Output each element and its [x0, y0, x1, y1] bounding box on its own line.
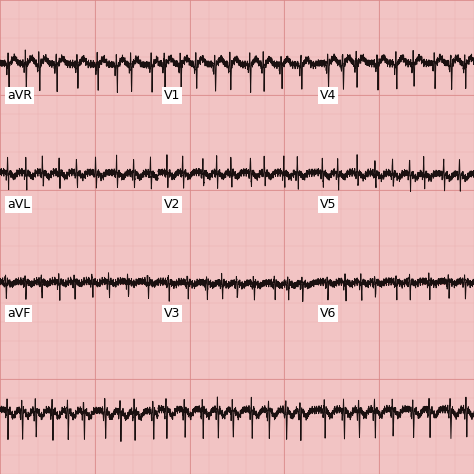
Text: aVR: aVR	[7, 89, 32, 101]
Text: V5: V5	[320, 198, 337, 210]
Text: V4: V4	[320, 89, 337, 101]
Text: V2: V2	[164, 198, 180, 210]
Text: aVL: aVL	[7, 198, 30, 210]
Text: V3: V3	[164, 307, 180, 319]
Text: aVF: aVF	[7, 307, 30, 319]
Text: V6: V6	[320, 307, 337, 319]
Text: V1: V1	[164, 89, 180, 101]
